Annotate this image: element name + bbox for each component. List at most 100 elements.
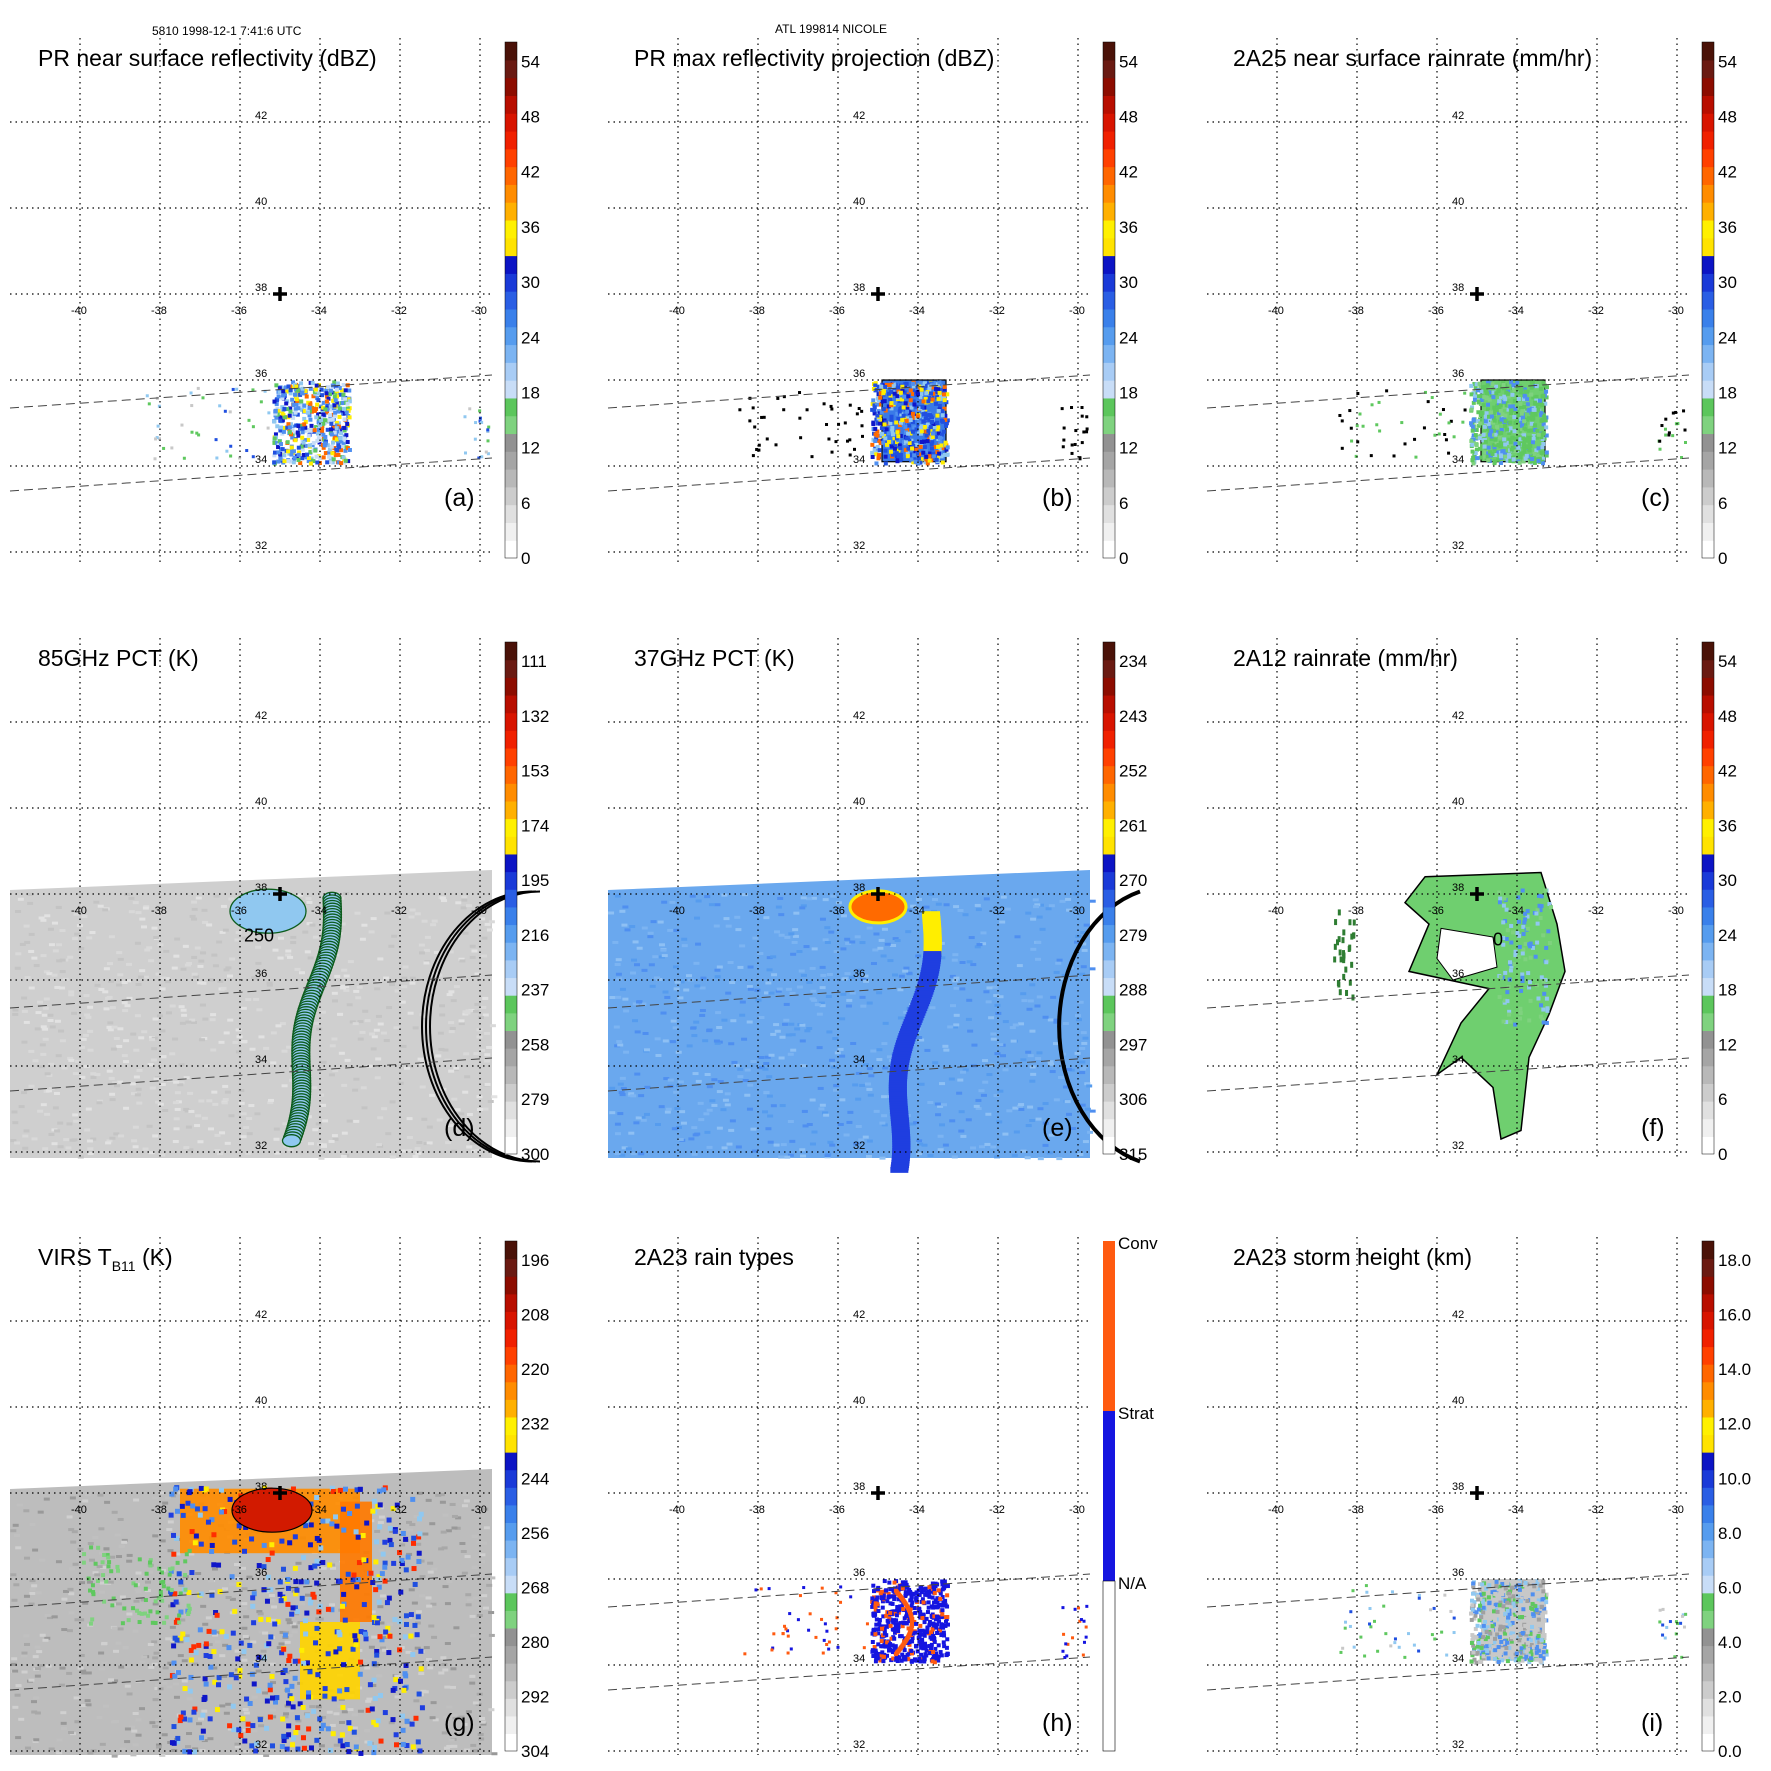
data-cell: [880, 954, 887, 958]
data-cell: [305, 410, 310, 415]
data-cell: [72, 937, 79, 941]
data-cell: [1481, 388, 1486, 393]
data-cell: [321, 445, 326, 450]
data-cell: [730, 1019, 737, 1023]
data-cell: [363, 1631, 369, 1637]
data-cell: [816, 1046, 823, 1050]
data-cell: [1029, 1065, 1036, 1069]
data-cell: [191, 972, 198, 976]
data-cell: [345, 401, 350, 406]
data-cell: [765, 1127, 772, 1131]
data-cell: [942, 392, 947, 397]
data-cell: [763, 1090, 770, 1094]
data-cell: [1533, 954, 1538, 959]
data-cell: [329, 1723, 336, 1727]
data-cell: [287, 451, 292, 456]
data-cell: [1523, 941, 1528, 946]
data-cell: [35, 1011, 42, 1015]
data-cell: [1492, 405, 1497, 410]
data-cell: [1523, 394, 1528, 399]
colorbar-segment: [505, 486, 517, 506]
data-cell: [263, 1046, 270, 1050]
data-cell: [847, 1110, 854, 1114]
data-cell: [465, 1009, 472, 1013]
data-cell: [229, 1574, 235, 1580]
rain-gap: [1436, 927, 1498, 981]
data-cell: [80, 1037, 87, 1041]
data-cell: [900, 384, 905, 389]
data-cell: [318, 423, 323, 428]
data-cell: [793, 911, 800, 915]
data-cell: [1471, 418, 1476, 423]
data-cell: [267, 411, 271, 415]
data-cell: [240, 1006, 247, 1010]
data-cell: [724, 1092, 731, 1096]
data-cell: [157, 404, 161, 408]
data-cell: [1486, 421, 1491, 426]
data-cell: [309, 1705, 316, 1709]
data-cell: [1547, 940, 1552, 945]
data-cell: [741, 1037, 748, 1041]
data-cell: [238, 456, 242, 460]
data-cell: [151, 1640, 158, 1644]
data-cell: [57, 1145, 64, 1149]
data-cell: [1082, 1140, 1089, 1144]
data-cell: [661, 900, 668, 904]
data-cell: [768, 1053, 775, 1057]
data-cell: [23, 924, 30, 928]
data-cell: [623, 1050, 630, 1054]
data-cell: [951, 1155, 958, 1159]
data-cell: [1475, 435, 1480, 440]
data-cell: [84, 1013, 91, 1017]
data-cell: [29, 1587, 36, 1591]
data-cell: [488, 920, 495, 924]
data-cell: [723, 917, 730, 921]
data-cell: [178, 1579, 184, 1585]
data-cell: [634, 1030, 641, 1034]
data-cell: [983, 990, 990, 994]
data-cell: [1488, 450, 1493, 455]
data-cell: [345, 406, 350, 411]
data-cell: [202, 1506, 208, 1512]
data-cell: [903, 430, 908, 435]
data-cell: [211, 1629, 217, 1635]
data-cell: [442, 1668, 449, 1672]
colorbar-segment: [1103, 747, 1115, 767]
data-cell: [941, 1103, 948, 1107]
data-cell: [73, 1696, 80, 1700]
data-cell: [133, 1498, 140, 1502]
colorbar-tick-label: 48: [521, 108, 540, 127]
data-cell: [469, 1674, 476, 1678]
data-cell: [1522, 447, 1527, 452]
data-cell: [800, 1064, 807, 1068]
data-cell: [1463, 391, 1467, 395]
data-cell: [806, 1027, 813, 1031]
data-cell: [53, 1091, 60, 1095]
data-cell: [889, 390, 894, 395]
data-cell: [285, 440, 290, 445]
data-cell: [674, 980, 681, 984]
data-cell: [449, 1502, 456, 1506]
data-cell: [488, 1611, 495, 1615]
data-cell: [403, 1536, 409, 1542]
data-cell: [453, 1626, 460, 1630]
colorbar-segment: [1702, 800, 1714, 820]
data-cell: [1530, 412, 1535, 417]
data-cell: [1541, 979, 1546, 984]
colorbar-segment: [1702, 451, 1714, 470]
data-cell: [283, 385, 288, 390]
data-cell: [15, 910, 22, 914]
data-cell: [688, 1137, 695, 1141]
data-cell: [1539, 975, 1544, 980]
colorbar-segment: [1103, 942, 1115, 961]
colorbar-tick-label: 306: [1119, 1090, 1147, 1109]
data-cell: [624, 928, 631, 932]
data-cell: [90, 1137, 97, 1141]
data-cell: [196, 386, 200, 390]
data-cell: [106, 1069, 113, 1073]
data-cell: [880, 432, 885, 437]
data-cell: [1077, 1152, 1084, 1156]
data-cell: [944, 420, 949, 425]
data-cell: [280, 405, 285, 410]
